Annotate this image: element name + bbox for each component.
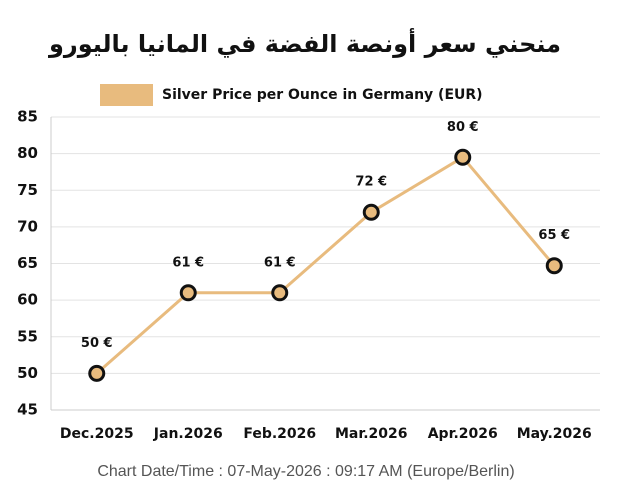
x-tick-label: Jan.2026 [153,426,223,442]
y-tick-label: 45 [17,401,38,419]
y-tick-label: 60 [17,291,38,309]
y-tick-label: 65 [17,254,38,272]
x-tick-label: Dec.2025 [60,426,134,442]
point [545,257,563,275]
x-tick-label: Mar.2026 [335,426,408,442]
y-tick-label: 85 [17,108,38,126]
point [362,203,380,221]
point [271,284,289,302]
data-label: 80 € [447,120,479,135]
point [454,148,472,166]
y-tick-label: 55 [17,327,38,345]
data-label: 61 € [264,255,296,270]
x-tick-label: Apr.2026 [428,426,498,442]
legend-swatch [100,84,153,106]
data-label: 65 € [538,228,570,243]
data-label: 61 € [172,255,204,270]
data-label: 50 € [81,336,113,351]
point [88,364,106,382]
data-label: 72 € [355,175,387,190]
chart-title: منحني سعر أونصة الفضة في المانيا باليورو [48,28,561,58]
point [179,284,197,302]
x-tick-label: May.2026 [517,426,592,442]
footer: Chart Date/Time : 07-May-2026 : 09:17 AM… [97,463,514,480]
x-tick-label: Feb.2026 [243,426,316,442]
y-tick-label: 80 [17,144,38,162]
y-tick-label: 75 [17,181,38,199]
legend-label: Silver Price per Ounce in Germany (EUR) [162,87,483,103]
y-tick-label: 70 [17,217,38,235]
y-tick-label: 50 [17,364,38,382]
line [95,155,556,375]
